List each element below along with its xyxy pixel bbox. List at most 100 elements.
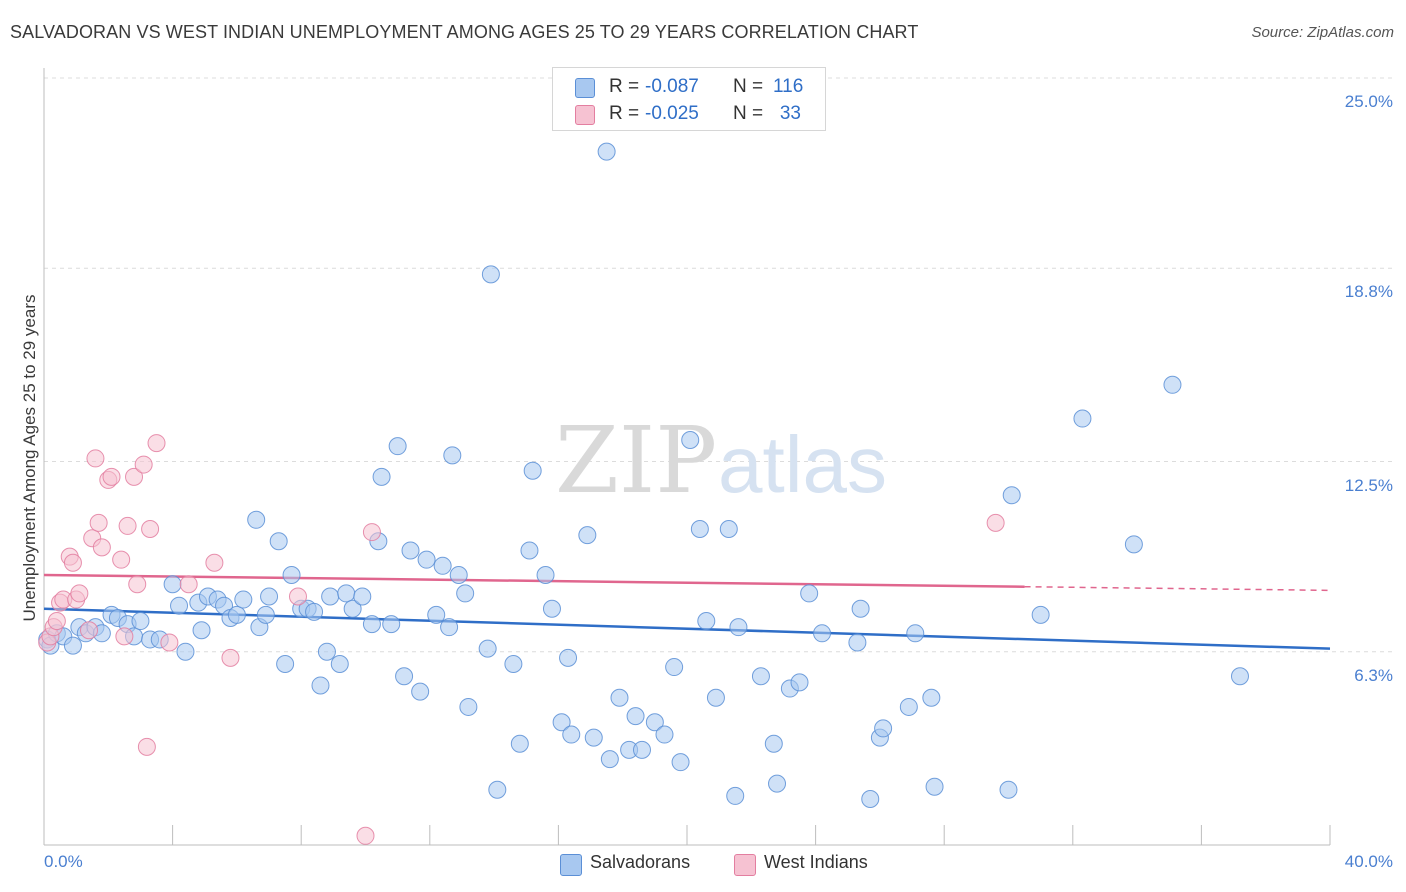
- data-point: [176, 642, 195, 661]
- data-point: [205, 553, 224, 572]
- data-point: [356, 826, 375, 845]
- data-point: [504, 654, 523, 673]
- data-point: [269, 532, 288, 551]
- data-point: [115, 627, 134, 646]
- data-point: [726, 786, 745, 805]
- data-point: [179, 575, 198, 594]
- data-point: [401, 541, 420, 560]
- data-point: [925, 777, 944, 796]
- data-point: [986, 513, 1005, 532]
- data-point: [92, 538, 111, 557]
- data-point: [584, 728, 603, 747]
- n-label: N =: [733, 76, 764, 97]
- data-point: [520, 541, 539, 560]
- data-point: [163, 575, 182, 594]
- data-point: [70, 584, 89, 603]
- swatch-salvadorans: [575, 78, 595, 98]
- r-label: R =: [609, 103, 640, 124]
- data-point: [330, 654, 349, 673]
- data-point: [1002, 486, 1021, 505]
- x-tick-label-min: 0.0%: [44, 852, 83, 871]
- data-point: [800, 584, 819, 603]
- data-point: [719, 519, 738, 538]
- data-point: [906, 624, 925, 643]
- data-point: [343, 599, 362, 618]
- legend-swatch-west-indians: [734, 854, 756, 876]
- r-value: -0.087: [645, 76, 699, 97]
- data-point: [112, 550, 131, 569]
- data-point: [1031, 605, 1050, 624]
- data-point: [481, 265, 500, 284]
- data-point: [427, 605, 446, 624]
- data-point: [417, 550, 436, 569]
- data-point: [440, 618, 459, 637]
- data-point: [456, 584, 475, 603]
- r-label: R =: [609, 76, 640, 97]
- data-point: [510, 734, 529, 753]
- chart-title: SALVADORAN VS WEST INDIAN UNEMPLOYMENT A…: [10, 22, 919, 42]
- data-point: [137, 737, 156, 756]
- data-point: [449, 566, 468, 585]
- data-point: [523, 461, 542, 480]
- data-point: [626, 707, 645, 726]
- data-point: [362, 615, 381, 634]
- data-point: [372, 467, 391, 486]
- trend-line-extension: [1024, 585, 1331, 592]
- data-point: [353, 587, 372, 606]
- data-point: [288, 587, 307, 606]
- data-point: [729, 618, 748, 637]
- y-tick-label: 18.8%: [1344, 282, 1393, 302]
- source-label: Source: ZipAtlas.com: [1251, 24, 1394, 41]
- data-point: [697, 612, 716, 631]
- data-point: [690, 519, 709, 538]
- data-point: [488, 780, 507, 799]
- n-label: N =: [733, 103, 764, 124]
- axes: [43, 68, 1331, 846]
- data-point: [459, 697, 478, 716]
- data-point: [1230, 667, 1249, 686]
- data-point: [63, 636, 82, 655]
- n-value: 116: [773, 76, 804, 97]
- data-point: [851, 599, 870, 618]
- data-point: [562, 725, 581, 744]
- gridlines: [44, 77, 1392, 653]
- series-west-indians: [38, 434, 1005, 845]
- data-point: [311, 676, 330, 695]
- data-point: [578, 526, 597, 545]
- data-point: [443, 446, 462, 465]
- data-point: [861, 789, 880, 808]
- y-axis-label: Unemployment Among Ages 25 to 29 years: [20, 294, 39, 622]
- data-point: [227, 605, 246, 624]
- data-point: [681, 431, 700, 450]
- data-point: [63, 553, 82, 572]
- y-tick-label: 25.0%: [1344, 92, 1393, 111]
- data-point: [764, 734, 783, 753]
- data-point: [790, 673, 809, 692]
- data-point: [542, 599, 561, 618]
- data-point: [247, 510, 266, 529]
- x-tick-label-max: 40.0%: [1344, 852, 1393, 871]
- legend-swatch-salvadorans: [560, 854, 582, 876]
- data-point: [382, 615, 401, 634]
- data-point: [610, 688, 629, 707]
- data-point: [600, 750, 619, 769]
- data-point: [552, 713, 571, 732]
- data-point: [751, 667, 770, 686]
- data-point: [102, 467, 121, 486]
- data-point: [86, 449, 105, 468]
- data-point: [478, 639, 497, 658]
- data-point: [192, 621, 211, 640]
- data-point: [118, 516, 137, 535]
- data-point: [874, 719, 893, 738]
- data-point: [125, 467, 144, 486]
- trend-line: [43, 573, 1025, 588]
- y-tick-label: 6.3%: [1354, 665, 1393, 685]
- data-point: [655, 725, 674, 744]
- data-point: [768, 774, 787, 793]
- data-point: [134, 455, 153, 474]
- data-point: [317, 642, 336, 661]
- data-point: [256, 605, 275, 624]
- data-point: [260, 587, 279, 606]
- data-point: [597, 142, 616, 161]
- r-value: -0.025: [645, 103, 699, 124]
